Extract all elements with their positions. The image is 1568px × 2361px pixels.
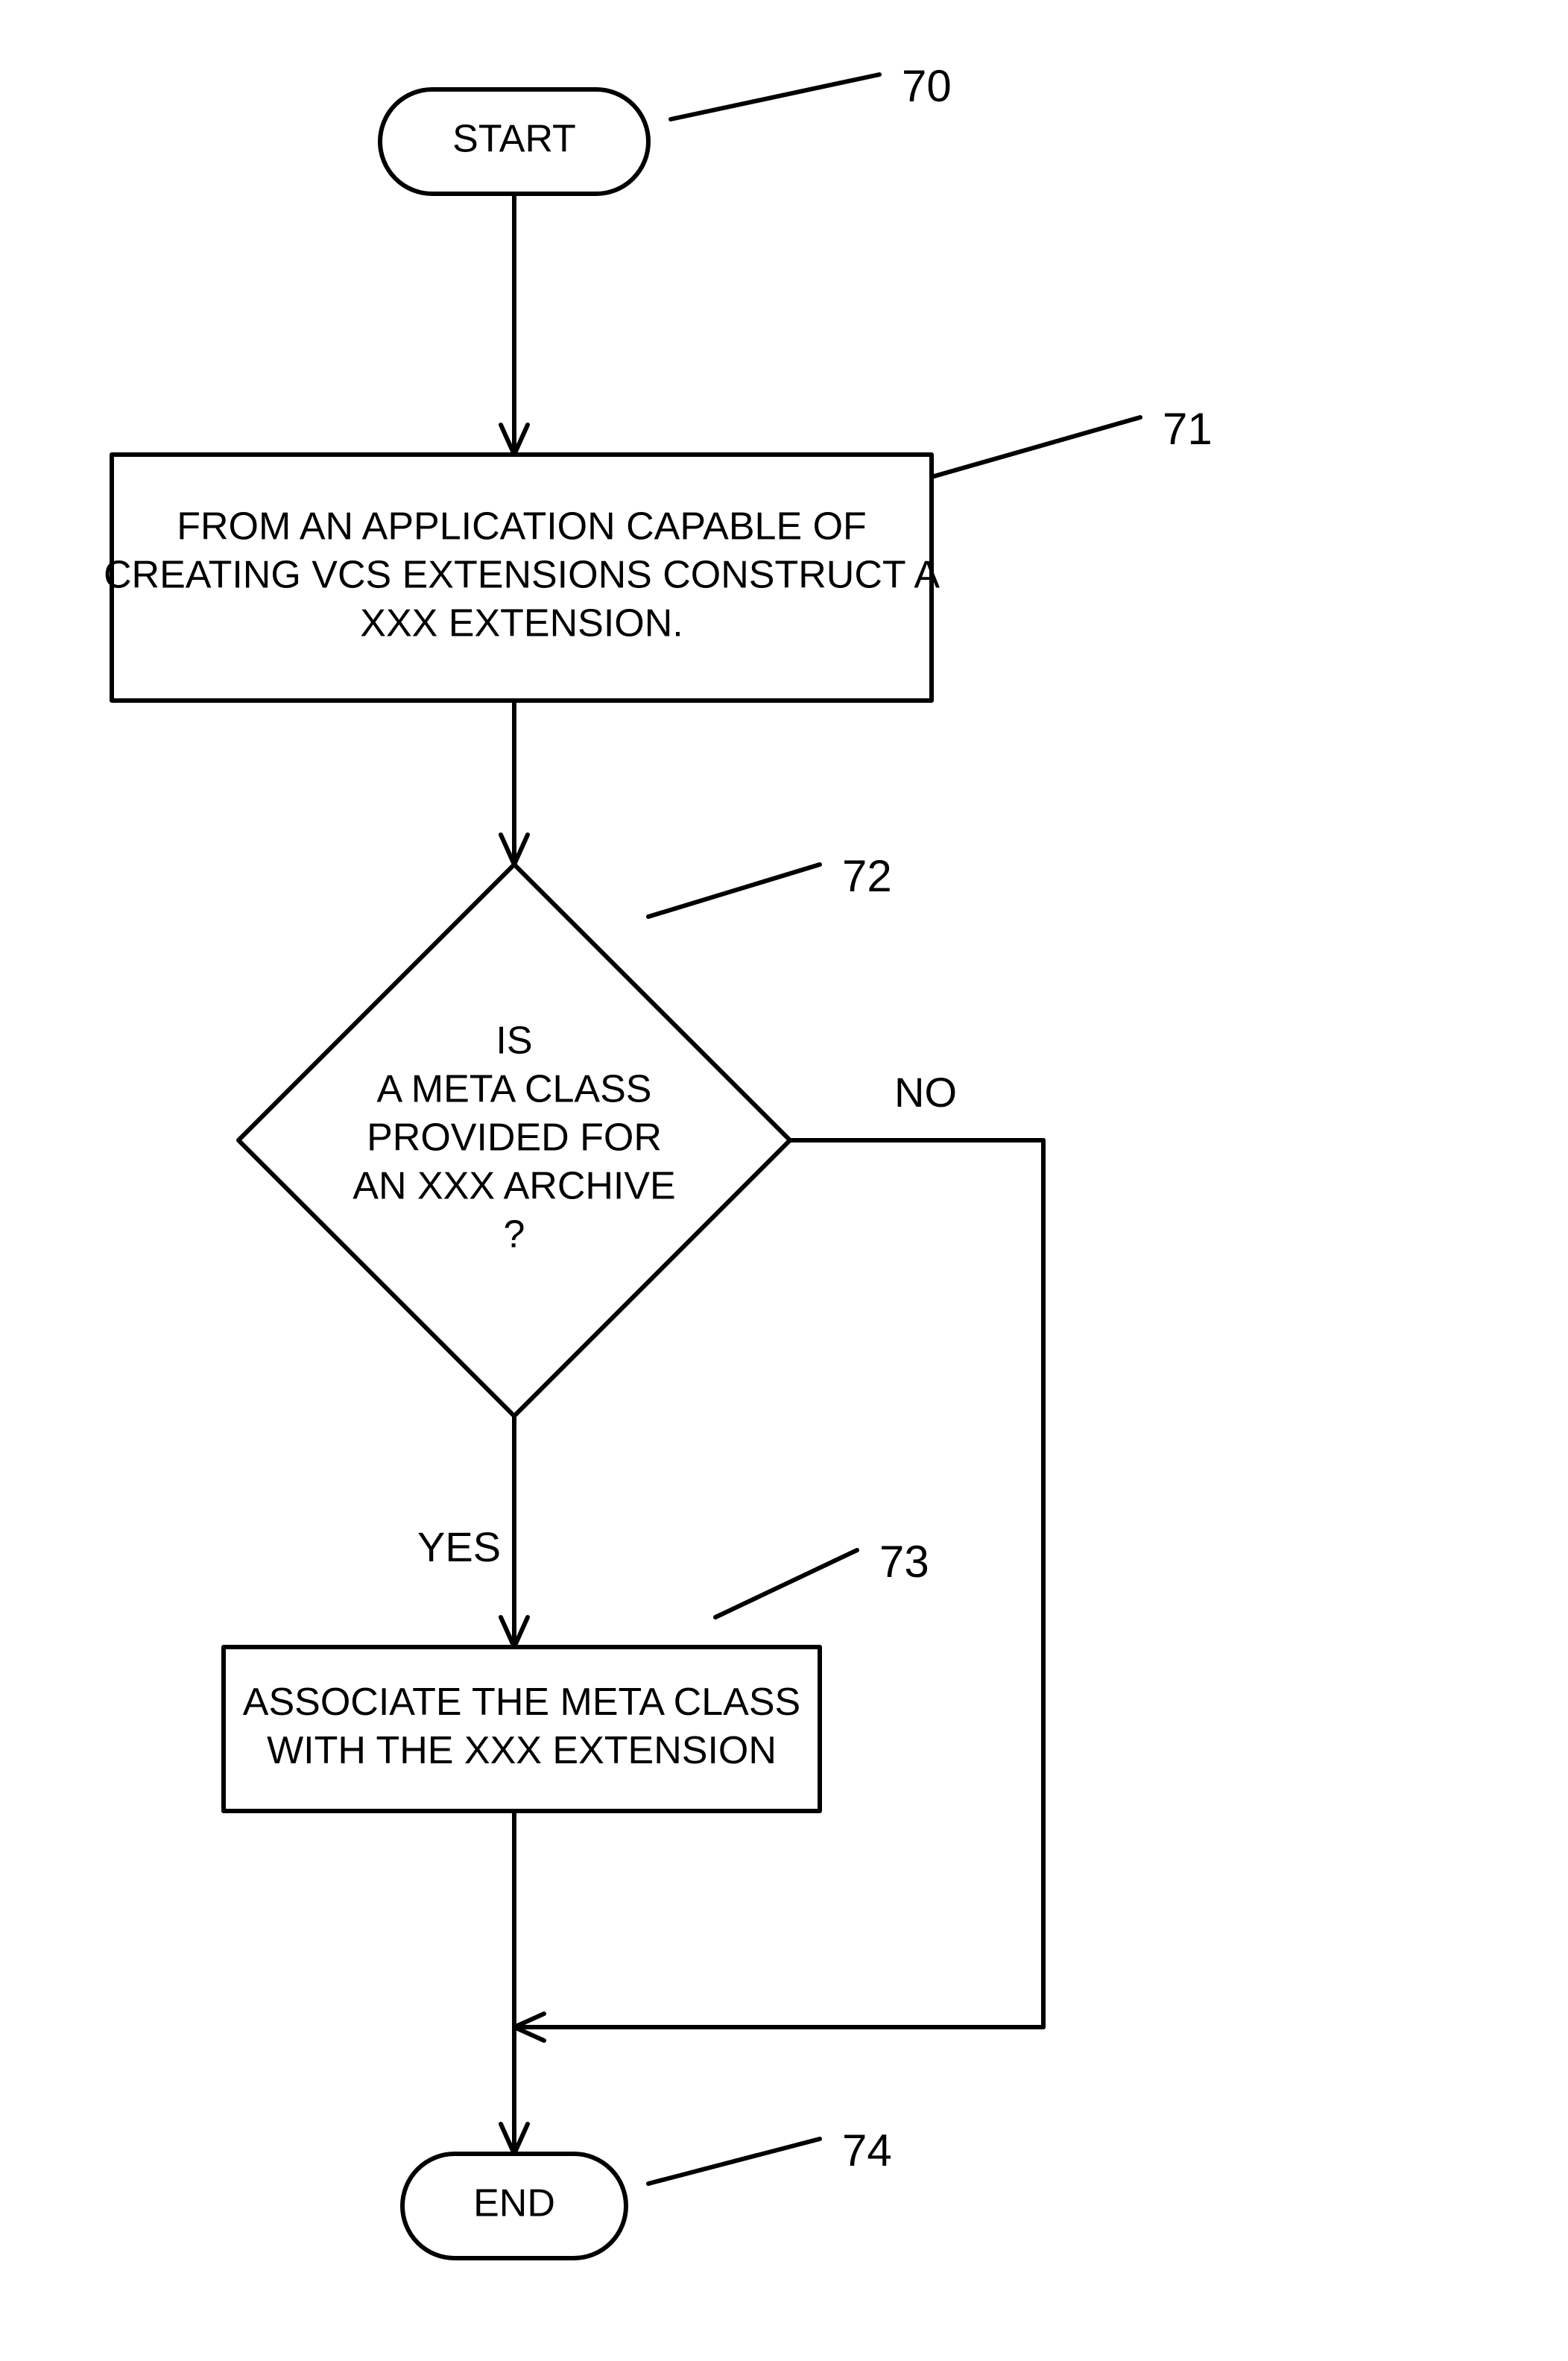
decision-ref: 72 [842, 851, 892, 901]
box1-label: FROM AN APPLICATION CAPABLE OF CREATING V… [104, 505, 940, 645]
svg-text:PROVIDED FOR: PROVIDED FOR [367, 1116, 662, 1160]
svg-text:AN XXX ARCHIVE: AN XXX ARCHIVE [353, 1165, 675, 1208]
end-ref: 74 [842, 2125, 892, 2175]
decision-label: IS A META CLASS PROVIDED FOR AN XXX ARCHIVE… [353, 1020, 675, 1257]
edge-label-2: YES [417, 1523, 501, 1570]
svg-text:WITH THE XXX EXTENSION: WITH THE XXX EXTENSION [267, 1729, 777, 1772]
svg-text:END: END [473, 2182, 555, 2225]
start-ref: 70 [902, 61, 952, 111]
svg-text:IS: IS [496, 1020, 532, 1063]
box2-label: ASSOCIATE THE META CLASS WITH THE XXX EXT… [243, 1681, 800, 1772]
svg-text:FROM AN APPLICATION CAPABLE OF: FROM AN APPLICATION CAPABLE OF [177, 505, 867, 549]
box2-ref: 73 [879, 1537, 929, 1587]
edge-label-5: NO [894, 1069, 957, 1116]
end-label: END [473, 2182, 555, 2225]
svg-text:?: ? [504, 1213, 525, 1257]
svg-text:CREATING VCS EXTENSIONS CONSTR: CREATING VCS EXTENSIONS CONSTRUCT A [104, 554, 940, 597]
start-label: START [452, 118, 576, 161]
svg-text:XXX EXTENSION.: XXX EXTENSION. [360, 602, 683, 645]
box1-ref: 71 [1163, 404, 1213, 454]
svg-text:A META CLASS: A META CLASS [377, 1068, 652, 1111]
svg-text:ASSOCIATE THE META CLASS: ASSOCIATE THE META CLASS [243, 1681, 800, 1724]
svg-text:START: START [452, 118, 576, 161]
